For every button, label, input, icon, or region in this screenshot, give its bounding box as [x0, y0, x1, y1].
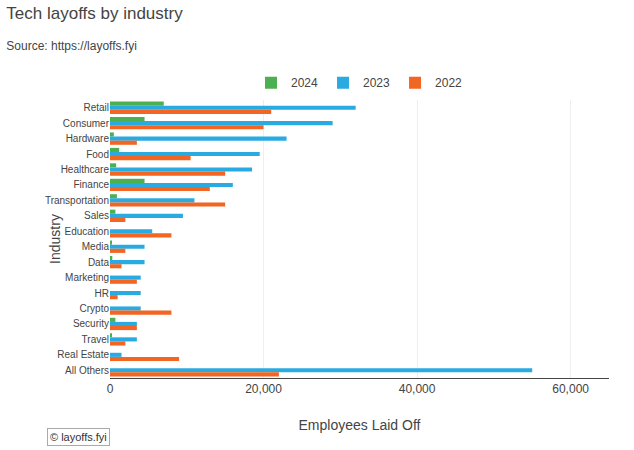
- svg-text:Marketing: Marketing: [65, 272, 109, 283]
- svg-text:20,000: 20,000: [245, 382, 282, 396]
- svg-text:Crypto: Crypto: [80, 303, 110, 314]
- svg-text:HR: HR: [95, 288, 109, 299]
- svg-text:Food: Food: [86, 149, 109, 160]
- svg-text:Finance: Finance: [73, 179, 109, 190]
- svg-text:Source: https://layoffs.fyi: Source: https://layoffs.fyi: [6, 39, 137, 53]
- svg-text:Data: Data: [88, 257, 110, 268]
- svg-text:Education: Education: [65, 226, 109, 237]
- svg-text:© layoffs.fyi: © layoffs.fyi: [50, 431, 107, 443]
- svg-text:Sales: Sales: [84, 210, 109, 221]
- svg-text:Tech layoffs by industry: Tech layoffs by industry: [6, 4, 183, 23]
- svg-text:Real Estate: Real Estate: [57, 349, 109, 360]
- svg-text:All Others: All Others: [65, 365, 109, 376]
- svg-text:40,000: 40,000: [399, 382, 436, 396]
- svg-text:Consumer: Consumer: [63, 118, 110, 129]
- svg-text:Industry: Industry: [47, 214, 63, 264]
- svg-text:Healthcare: Healthcare: [61, 164, 110, 175]
- svg-text:0: 0: [107, 382, 114, 396]
- svg-text:Travel: Travel: [82, 334, 109, 345]
- svg-text:Employees Laid Off: Employees Laid Off: [299, 417, 421, 433]
- svg-text:Transportation: Transportation: [45, 195, 109, 206]
- svg-text:Retail: Retail: [83, 102, 109, 113]
- svg-text:60,000: 60,000: [552, 382, 589, 396]
- svg-text:Media: Media: [82, 241, 110, 252]
- svg-text:Hardware: Hardware: [66, 133, 110, 144]
- svg-text:2023: 2023: [363, 76, 390, 90]
- svg-text:2022: 2022: [435, 76, 462, 90]
- svg-text:2024: 2024: [291, 76, 318, 90]
- svg-text:Security: Security: [73, 318, 109, 329]
